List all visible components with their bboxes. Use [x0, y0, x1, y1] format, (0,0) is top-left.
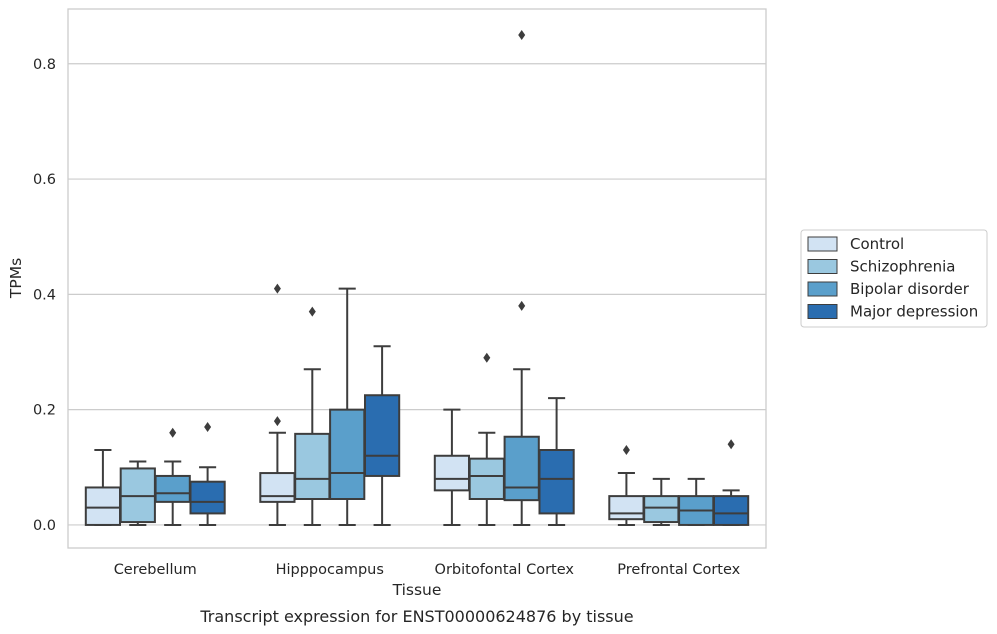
x-tick-label: Prefrontal Cortex	[617, 562, 740, 578]
box-control	[259, 283, 296, 526]
outlier-marker	[204, 421, 212, 432]
box-iqr	[608, 495, 645, 521]
x-axis-title: Tissue	[392, 581, 442, 599]
legend-items: Control Schizophrenia Bipolar disorder Majo…	[807, 235, 978, 321]
box-iqr	[189, 480, 226, 515]
box-major-depression	[538, 397, 575, 526]
box-iqr	[154, 474, 191, 503]
legend-label: Control	[850, 235, 904, 253]
box-iqr	[329, 408, 366, 501]
plot-area-frame	[67, 8, 767, 549]
legend-item: Schizophrenia	[807, 258, 955, 276]
x-tick-label: Orbitofontal Cortex	[435, 562, 575, 578]
box-schizophrenia	[294, 306, 331, 526]
outlier-marker	[622, 445, 630, 455]
y-tick-label: 0.6	[33, 172, 56, 188]
box-major-depression	[189, 421, 226, 526]
box-iqr	[84, 486, 122, 526]
box-iqr	[712, 495, 750, 526]
grid-lines	[68, 63, 766, 526]
box-iqr	[538, 449, 575, 515]
box-iqr	[468, 457, 505, 501]
outlier-marker	[169, 427, 177, 438]
legend: Control Schizophrenia Bipolar disorder Majo…	[800, 229, 988, 328]
x-tick-label: Hipppocampus	[276, 562, 384, 578]
y-tick-labels: 0.0 0.2 0.4 0.6 0.8	[33, 57, 56, 534]
legend-swatch	[807, 281, 838, 297]
box-iqr	[643, 495, 680, 524]
box-control	[433, 408, 471, 526]
y-axis-title: TPMs	[7, 258, 25, 299]
legend-frame	[800, 229, 988, 328]
outlier-marker	[483, 352, 491, 363]
legend-item: Major depression	[807, 303, 978, 321]
legend-swatch	[807, 259, 838, 274]
box-major-depression	[712, 439, 750, 526]
legend-label: Bipolar disorder	[850, 280, 970, 298]
box-schizophrenia	[119, 460, 156, 526]
legend-label: Major depression	[850, 303, 978, 321]
outlier-marker	[518, 29, 526, 40]
box-iqr	[363, 394, 401, 477]
y-tick-label: 0.2	[33, 403, 56, 419]
legend-swatch	[807, 236, 838, 252]
y-tick-label: 0.0	[33, 518, 56, 534]
outlier-marker	[273, 283, 281, 294]
box-schizophrenia	[643, 477, 680, 526]
box-iqr	[503, 435, 540, 502]
legend-label: Schizophrenia	[850, 258, 955, 276]
box-control	[84, 449, 122, 526]
x-tick-labels: Cerebellum Hipppocampus Orbitofontal Corte…	[114, 562, 741, 578]
box-bipolar-disorder	[154, 427, 191, 526]
box-schizophrenia	[468, 352, 505, 526]
box-control	[608, 445, 645, 526]
legend-swatch	[807, 304, 838, 319]
legend-item: Bipolar disorder	[807, 280, 970, 298]
box-bipolar-disorder	[503, 29, 540, 526]
box-major-depression	[363, 345, 401, 526]
box-bipolar-disorder	[329, 287, 366, 526]
outlier-marker	[273, 416, 281, 427]
x-tick-label: Cerebellum	[114, 562, 197, 578]
outlier-marker	[727, 439, 735, 450]
y-tick-label: 0.4	[33, 287, 56, 303]
outlier-marker	[518, 300, 526, 311]
y-tick-label: 0.8	[33, 57, 56, 73]
outlier-marker	[308, 306, 316, 317]
box-bipolar-disorder	[678, 477, 715, 526]
legend-item: Control	[807, 235, 904, 253]
box-iqr	[433, 454, 471, 492]
chart-caption: Transcript expression for ENST0000062487…	[199, 607, 633, 626]
box-iqr	[294, 432, 331, 500]
box-layer	[84, 29, 750, 526]
box-iqr	[259, 472, 296, 503]
